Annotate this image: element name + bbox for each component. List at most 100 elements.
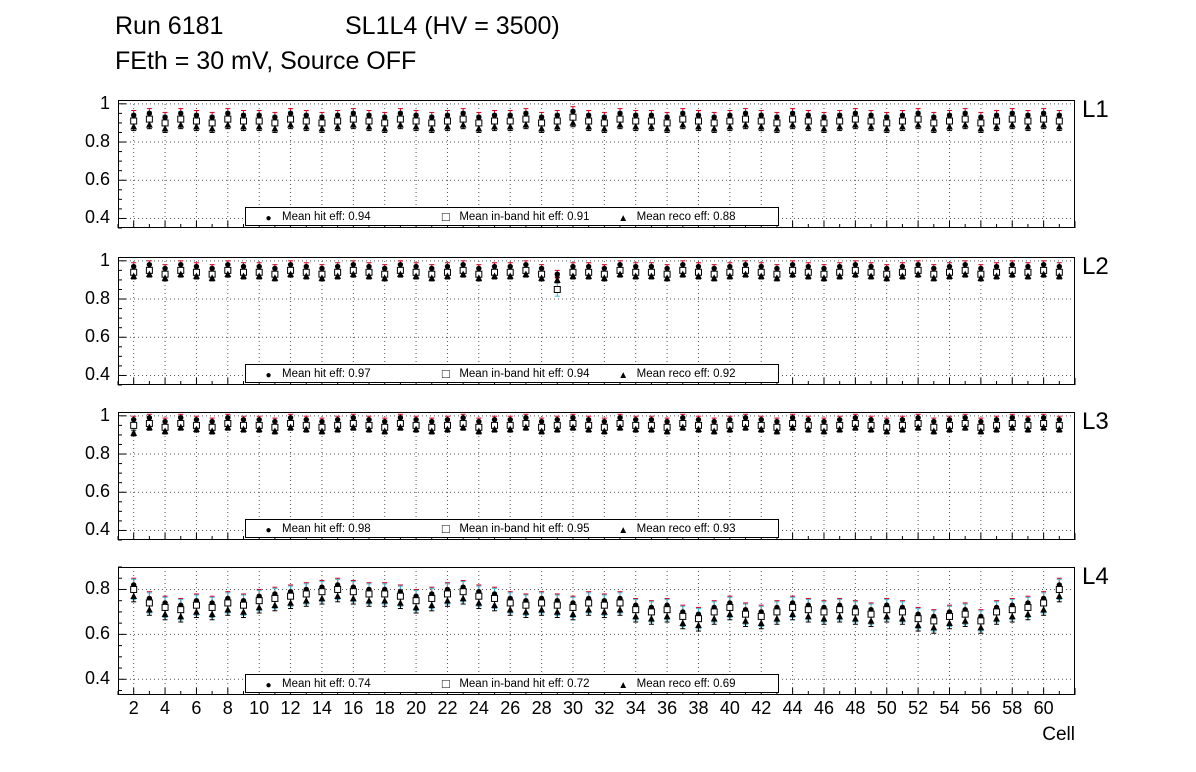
legend-label: Mean in-band hit eff: 0.91 — [459, 210, 590, 223]
x-tick-label: 2 — [128, 698, 139, 718]
open-square-icon — [439, 366, 452, 382]
x-tick-label: 54 — [939, 698, 960, 718]
y-tick-label: 0.8 — [84, 443, 110, 464]
panel-label-l3: L3 — [1082, 408, 1109, 435]
x-tick-label: 56 — [970, 698, 991, 718]
y-tick-label: 1 — [99, 92, 110, 113]
markers-reco-eff — [130, 270, 1063, 283]
legend-entry: Mean hit eff: 0.98 — [246, 521, 423, 537]
markers-hit-eff — [130, 415, 1063, 425]
x-tick-label: 42 — [751, 698, 772, 718]
x-tick-label: 26 — [500, 698, 521, 718]
x-tick-label: 32 — [594, 698, 615, 718]
filled-triangle-icon — [617, 521, 630, 537]
plot-panel-l2: Mean hit eff: 0.97 Mean in-band hit eff:… — [85, 250, 1109, 386]
markers-in-band-hit-eff — [130, 585, 1063, 625]
x-axis-title: Cell — [1042, 724, 1075, 745]
legend-label: Mean reco eff: 0.92 — [636, 367, 736, 380]
markers-reco-eff — [130, 592, 1063, 631]
y-tick-label: 0.6 — [84, 326, 110, 347]
title-chamber: SL1L4 (HV = 3500) — [345, 12, 560, 40]
plot-panel-l3: Mean hit eff: 0.98 Mean in-band hit eff:… — [85, 405, 1109, 541]
markers-hit-eff — [130, 261, 1063, 277]
plot-canvas-l1 — [117, 100, 1076, 229]
legend-entry: Mean reco eff: 0.88 — [601, 209, 778, 225]
legend-entry: Mean reco eff: 0.92 — [601, 366, 778, 382]
x-tick-label: 38 — [688, 698, 709, 718]
legend-label: Mean reco eff: 0.93 — [636, 522, 736, 535]
plot-frame — [118, 412, 1075, 540]
legend-l4: Mean hit eff: 0.74 Mean in-band hit eff:… — [245, 674, 779, 693]
markers-hit-eff — [130, 582, 1063, 620]
y-tick-label: 0.8 — [84, 288, 110, 309]
legend-entry: Mean reco eff: 0.93 — [601, 521, 778, 537]
x-tick-label: 36 — [657, 698, 678, 718]
x-tick-label: 52 — [908, 698, 929, 718]
filled-circle-icon — [262, 676, 275, 692]
legend-label: Mean hit eff: 0.97 — [282, 367, 371, 380]
gridlines — [118, 100, 1075, 228]
x-tick-label: 58 — [1002, 698, 1023, 718]
legend-label: Mean reco eff: 0.88 — [636, 210, 736, 223]
open-square-icon — [439, 676, 452, 692]
x-tick-label: 48 — [845, 698, 866, 718]
legend-entry: Mean in-band hit eff: 0.95 — [423, 521, 600, 537]
errorbars-hit-eff — [131, 577, 1062, 624]
title-run: Run 6181 — [115, 12, 224, 40]
legend-entry: Mean hit eff: 0.94 — [246, 209, 423, 225]
errorbars-reco-eff — [131, 270, 1062, 284]
legend-l2: Mean hit eff: 0.97 Mean in-band hit eff:… — [245, 364, 779, 383]
filled-circle-icon — [262, 521, 275, 537]
y-tick-label: 0.8 — [84, 131, 110, 152]
x-tick-label: 22 — [437, 698, 458, 718]
x-tick-label: 18 — [374, 698, 395, 718]
y-tick-label: 0.4 — [84, 668, 110, 689]
y-tick-label: 1 — [99, 249, 110, 270]
panel-label-l2: L2 — [1082, 253, 1109, 280]
x-tick-label: 10 — [249, 698, 270, 718]
x-tick-label: 16 — [343, 698, 364, 718]
errorbars-hit-eff — [131, 106, 1062, 123]
legend-label: Mean in-band hit eff: 0.72 — [459, 677, 590, 690]
gridlines — [118, 257, 1075, 385]
y-tick-label: 0.8 — [84, 578, 110, 599]
title-conditions: FEth = 30 mV, Source OFF — [115, 47, 417, 75]
filled-triangle-icon — [617, 676, 630, 692]
x-tick-label: 8 — [222, 698, 233, 718]
x-tick-label: 20 — [406, 698, 427, 718]
legend-entry: Mean in-band hit eff: 0.91 — [423, 209, 600, 225]
x-tick-label: 6 — [191, 698, 202, 718]
x-tick-label: 40 — [719, 698, 740, 718]
plot-canvas-l2 — [117, 257, 1076, 386]
errorbars-hit-eff — [131, 260, 1062, 279]
legend-entry: Mean in-band hit eff: 0.72 — [423, 676, 600, 692]
errorbars-reco-eff — [131, 590, 1062, 634]
legend-label: Mean reco eff: 0.69 — [636, 677, 736, 690]
errorbars-in-band-hit-eff — [131, 109, 1062, 132]
legend-label: Mean hit eff: 0.74 — [282, 677, 371, 690]
legend-entry: Mean in-band hit eff: 0.94 — [423, 366, 600, 382]
filled-circle-icon — [262, 366, 275, 382]
x-tick-label: 30 — [562, 698, 583, 718]
filled-circle-icon — [262, 209, 275, 225]
legend-label: Mean in-band hit eff: 0.94 — [459, 367, 590, 380]
legend-l3: Mean hit eff: 0.98 Mean in-band hit eff:… — [245, 519, 779, 538]
x-tick-label: 34 — [625, 698, 646, 718]
x-tick-label: 14 — [311, 698, 332, 718]
legend-entry: Mean hit eff: 0.97 — [246, 366, 423, 382]
plot-frame — [118, 257, 1075, 385]
y-tick-label: 0.4 — [84, 207, 110, 228]
y-tick-label: 0.6 — [84, 623, 110, 644]
markers-in-band-hit-eff — [130, 113, 1063, 127]
errorbars-reco-eff — [131, 423, 1062, 437]
panel-label-l4: L4 — [1082, 563, 1109, 590]
plot-frame — [118, 100, 1075, 228]
legend-label: Mean hit eff: 0.98 — [282, 522, 371, 535]
x-tick-label: 12 — [280, 698, 301, 718]
plot-frame — [118, 567, 1075, 695]
errorbars-reco-eff — [131, 118, 1062, 133]
plot-canvas-l3 — [117, 412, 1076, 541]
plot-panel-l4: Mean hit eff: 0.74 Mean in-band hit eff:… — [85, 563, 1109, 718]
x-tick-label: 4 — [160, 698, 171, 718]
